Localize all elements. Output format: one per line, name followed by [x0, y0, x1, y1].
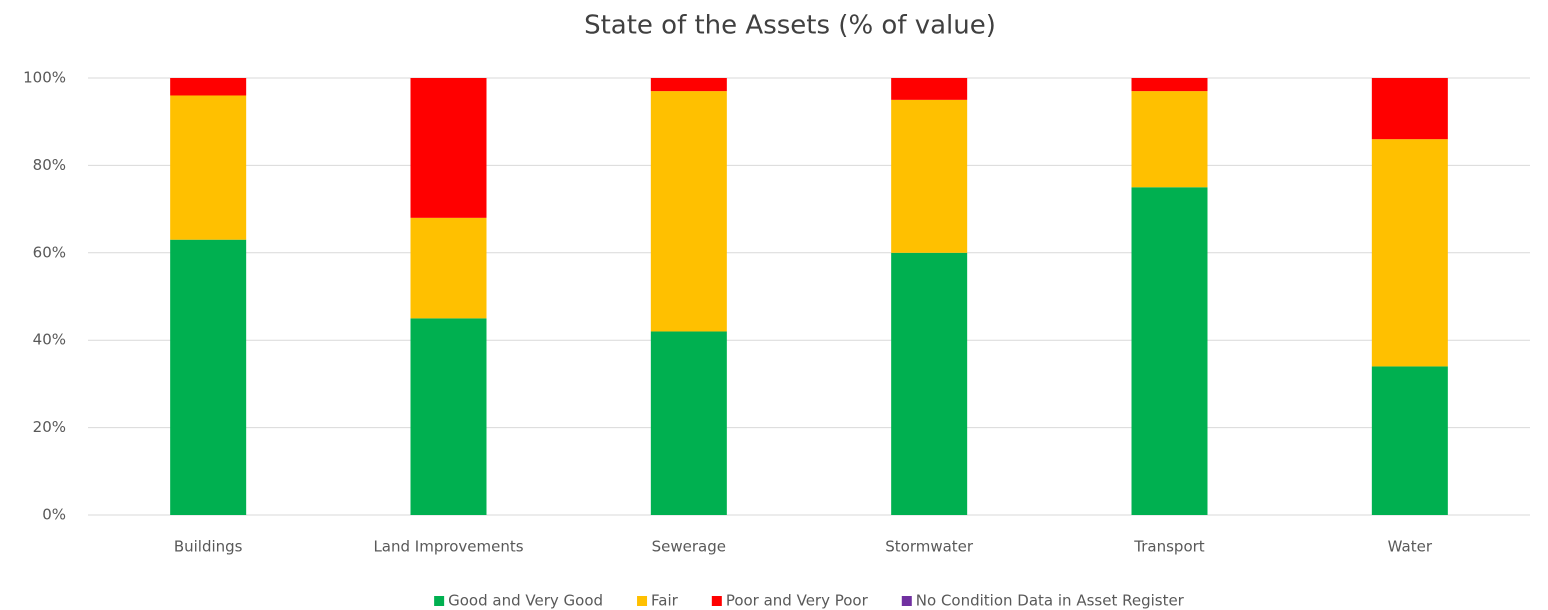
bar-segment [891, 78, 968, 100]
bar-segment [1371, 78, 1448, 140]
bar-segment [410, 318, 487, 515]
x-tick-label: Land Improvements [373, 538, 523, 556]
x-tick-label: Sewerage [652, 538, 726, 556]
y-tick-label: 60% [33, 243, 66, 261]
bar-segment [1131, 91, 1208, 188]
bar-segment [650, 331, 727, 515]
x-tick-label: Transport [1133, 538, 1205, 556]
bar-segment [1371, 139, 1448, 367]
y-tick-label: 40% [33, 331, 66, 349]
bar-segment [410, 217, 487, 319]
bar-segment [1131, 78, 1208, 92]
legend-swatch [637, 596, 648, 606]
y-tick-label: 0% [42, 506, 66, 524]
bar-segment [1371, 366, 1448, 515]
bar-segment [410, 78, 487, 218]
legend-label: No Condition Data in Asset Register [916, 592, 1185, 610]
x-tick-label: Buildings [174, 538, 243, 556]
bar-segment [1131, 187, 1208, 515]
legend-label: Fair [651, 592, 679, 610]
x-tick-label: Water [1388, 538, 1433, 556]
y-tick-label: 80% [33, 156, 66, 174]
bar-segment [170, 95, 247, 240]
legend-swatch [711, 596, 722, 606]
bar-segment [650, 91, 727, 332]
bar-segment [170, 78, 247, 96]
y-tick-label: 20% [33, 418, 66, 436]
bar-segment [170, 239, 247, 515]
x-tick-label: Stormwater [885, 538, 974, 556]
y-tick-label: 100% [23, 69, 66, 87]
bar-segment [891, 99, 968, 253]
chart-title: State of the Assets (% of value) [584, 11, 996, 41]
bar-segment [891, 252, 968, 516]
legend-swatch [901, 596, 912, 606]
legend-label: Good and Very Good [448, 592, 603, 610]
legend-swatch [434, 596, 445, 606]
bar-segment [650, 78, 727, 92]
legend-label: Poor and Very Poor [726, 592, 869, 610]
